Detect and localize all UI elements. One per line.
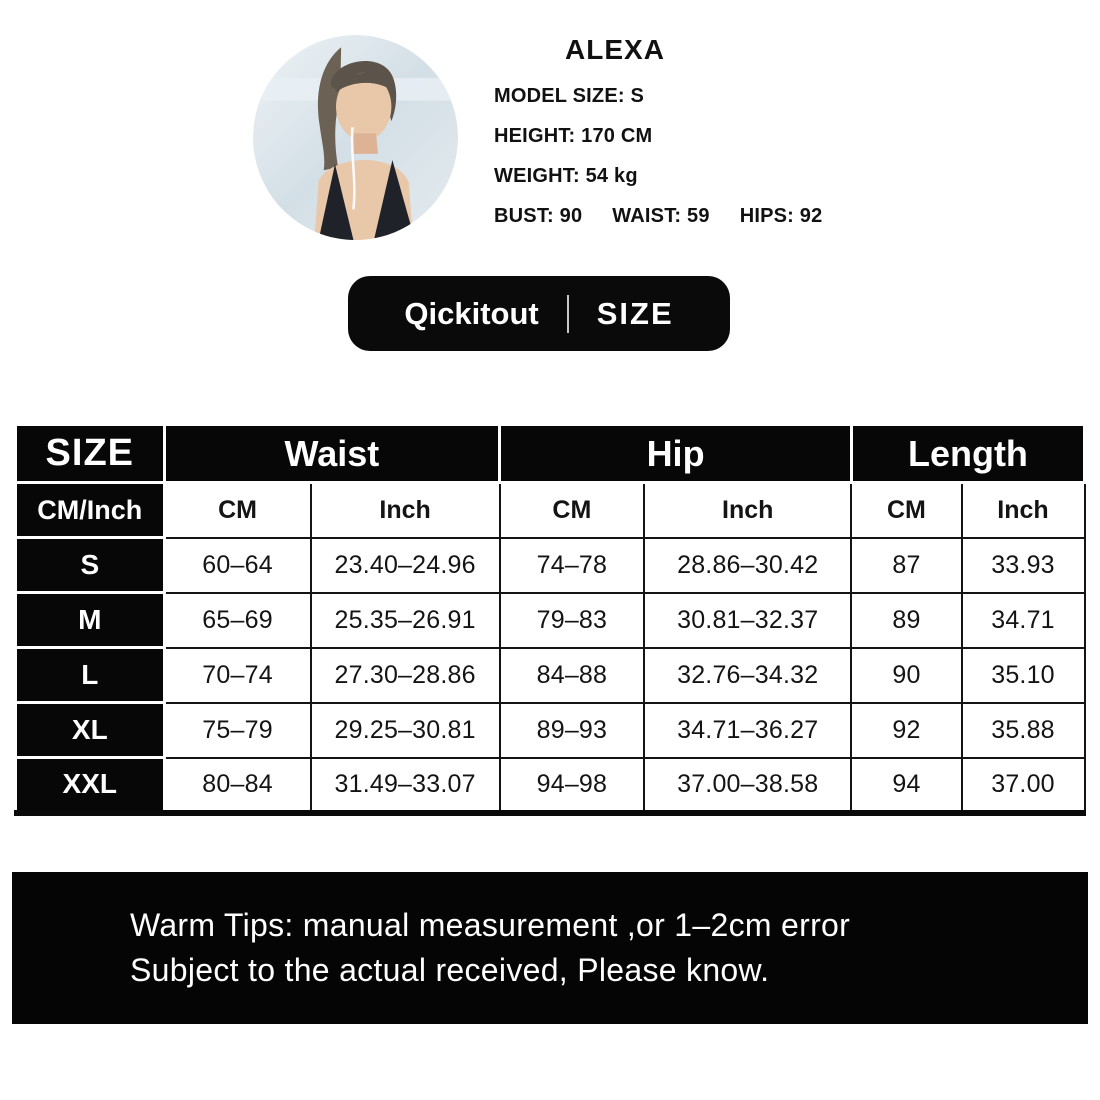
- size-label: XXL: [14, 756, 166, 814]
- unit-corner-header: CM/Inch: [14, 481, 166, 539]
- length-group-header: Length: [849, 423, 1087, 484]
- table-row: XL 75–79 29.25–30.81 89–93 34.71–36.27 9…: [14, 701, 1086, 759]
- table-cell: 28.86–30.42: [643, 536, 853, 594]
- table-cell: 34.71–36.27: [643, 701, 853, 759]
- table-cell: 27.30–28.86: [309, 646, 501, 704]
- hip-group-header: Hip: [498, 423, 853, 484]
- model-photo: [253, 35, 458, 240]
- model-weight-line: WEIGHT: 54 kg: [494, 165, 638, 187]
- table-cell: 37.00–38.58: [643, 756, 853, 814]
- table-unit-header-row: CM/Inch CM Inch CM Inch CM Inch: [14, 481, 1086, 539]
- size-label: L: [14, 646, 166, 704]
- size-label: XL: [14, 701, 166, 759]
- table-cell: 89–93: [498, 701, 646, 759]
- table-cell: 70–74: [163, 646, 312, 704]
- size-label: M: [14, 591, 166, 649]
- table-cell: 60–64: [163, 536, 312, 594]
- model-photo-illustration: [253, 35, 458, 240]
- table-cell: 74–78: [498, 536, 646, 594]
- table-cell: 23.40–24.96: [309, 536, 501, 594]
- table-cell: 79–83: [498, 591, 646, 649]
- table-cell: 35.10: [960, 646, 1086, 704]
- warm-tips-banner: Warm Tips: manual measurement ,or 1–2cm …: [12, 872, 1088, 1024]
- length-cm-header: CM: [850, 481, 963, 539]
- table-cell: 35.88: [960, 701, 1086, 759]
- table-cell: 89: [850, 591, 963, 649]
- size-corner-header: SIZE: [14, 423, 166, 484]
- badge-divider: [566, 294, 569, 333]
- warm-tips-line1: Warm Tips: manual measurement ,or 1–2cm …: [130, 907, 851, 943]
- table-cell: 75–79: [163, 701, 312, 759]
- table-cell: 92: [850, 701, 963, 759]
- table-cell: 84–88: [498, 646, 646, 704]
- warm-tips-line2: Subject to the actual received, Please k…: [130, 952, 770, 988]
- table-row: XXL 80–84 31.49–33.07 94–98 37.00–38.58 …: [14, 756, 1086, 814]
- table-cell: 90: [850, 646, 963, 704]
- badge-size-label: SIZE: [596, 295, 674, 331]
- model-hips: HIPS: 92: [739, 205, 823, 227]
- size-label: S: [14, 536, 166, 594]
- waist-cm-header: CM: [163, 481, 312, 539]
- waist-group-header: Waist: [162, 423, 502, 484]
- table-row: S 60–64 23.40–24.96 74–78 28.86–30.42 87…: [14, 536, 1086, 594]
- waist-inch-header: Inch: [309, 481, 501, 539]
- model-measurements: BUST: 90 WAIST: 59 HIPS: 92: [494, 205, 822, 228]
- table-cell: 94: [850, 756, 963, 814]
- model-bust: BUST: 90: [494, 205, 583, 227]
- table-group-header-row: SIZE Waist Hip Length: [14, 423, 1087, 484]
- table-cell: 25.35–26.91: [309, 591, 501, 649]
- table-cell: 80–84: [163, 756, 312, 814]
- table-row: L 70–74 27.30–28.86 84–88 32.76–34.32 90…: [14, 646, 1086, 704]
- table-cell: 33.93: [960, 536, 1086, 594]
- model-name: ALEXA: [565, 34, 665, 65]
- table-cell: 34.71: [960, 591, 1086, 649]
- size-table: SIZE Waist Hip Length CM/Inch CM Inch CM…: [14, 423, 1087, 816]
- brand-name: Qickitout: [404, 295, 539, 331]
- hip-cm-header: CM: [498, 481, 646, 539]
- table-cell: 37.00: [960, 756, 1086, 814]
- model-size-line: MODEL SIZE: S: [494, 85, 645, 107]
- table-cell: 32.76–34.32: [643, 646, 853, 704]
- hip-inch-header: Inch: [643, 481, 853, 539]
- model-waist: WAIST: 59: [612, 205, 710, 227]
- table-row: M 65–69 25.35–26.91 79–83 30.81–32.37 89…: [14, 591, 1086, 649]
- table-cell: 30.81–32.37: [643, 591, 853, 649]
- table-cell: 94–98: [498, 756, 646, 814]
- table-cell: 65–69: [163, 591, 312, 649]
- model-height-line: HEIGHT: 170 CM: [494, 125, 653, 147]
- table-cell: 87: [850, 536, 963, 594]
- table-cell: 29.25–30.81: [309, 701, 501, 759]
- model-info: MODEL SIZE: S HEIGHT: 170 CM WEIGHT: 54 …: [494, 85, 822, 245]
- brand-size-badge: Qickitout SIZE: [348, 276, 730, 351]
- length-inch-header: Inch: [960, 481, 1086, 539]
- table-cell: 31.49–33.07: [309, 756, 501, 814]
